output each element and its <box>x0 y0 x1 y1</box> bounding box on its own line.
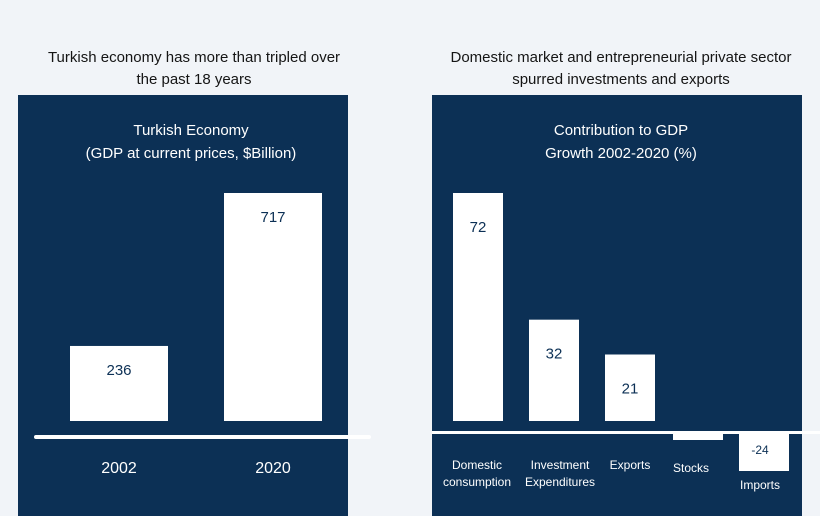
growth-bar-investment-expenditures <box>529 319 579 421</box>
growth-bar-domestic-consumption <box>453 193 503 421</box>
growth-bar-imports <box>739 432 789 471</box>
gdp-chart-subtitle: (GDP at current prices, $Billion) <box>86 145 297 162</box>
left-chart-heading: Turkish economy has more than tripled ov… <box>14 47 374 91</box>
growth-value-label-stocks: -1 <box>686 445 697 459</box>
left-heading-line-1: Turkish economy has more than tripled ov… <box>47 49 341 66</box>
growth-x-label-domestic-consumption-1: consumption <box>443 475 511 489</box>
growth-x-label-imports-0: Imports <box>740 478 780 492</box>
right-chart-heading: Domestic market and entrepreneurial priv… <box>426 47 816 91</box>
growth-x-label-investment-expenditures-0: Investment <box>531 458 590 472</box>
growth-value-label-domestic-consumption: 72 <box>470 219 487 236</box>
gdp-x-label-2002: 2002 <box>101 460 137 477</box>
gdp-bar-2002 <box>70 345 168 421</box>
growth-x-label-domestic-consumption-0: Domestic <box>452 458 502 472</box>
growth-chart-subtitle: Growth 2002-2020 (%) <box>545 145 697 162</box>
gdp-value-label-2002: 236 <box>106 362 131 379</box>
growth-value-label-imports: -24 <box>751 443 769 457</box>
gdp-x-label-2020: 2020 <box>255 460 291 477</box>
growth-x-label-stocks-0: Stocks <box>673 461 709 475</box>
growth-bar-stocks <box>673 432 723 440</box>
right-heading-line-1: Domestic market and entrepreneurial priv… <box>450 49 792 66</box>
growth-value-label-exports: 21 <box>622 381 639 398</box>
growth-chart-title: Contribution to GDP <box>554 122 688 139</box>
gdp-chart-title: Turkish Economy <box>133 122 249 139</box>
gdp-axis-line <box>34 435 371 439</box>
gdp-value-label-2020: 717 <box>260 209 285 226</box>
right-heading-line-2: spurred investments and exports <box>512 71 730 88</box>
gdp-bar-2020 <box>224 193 322 421</box>
left-heading-line-2: the past 18 years <box>136 71 252 88</box>
growth-axis-line <box>432 431 820 434</box>
growth-bar-exports <box>605 354 655 421</box>
growth-x-label-investment-expenditures-1: Expenditures <box>525 475 595 489</box>
growth-value-label-investment-expenditures: 32 <box>546 346 563 363</box>
growth-x-label-exports-0: Exports <box>610 458 651 472</box>
